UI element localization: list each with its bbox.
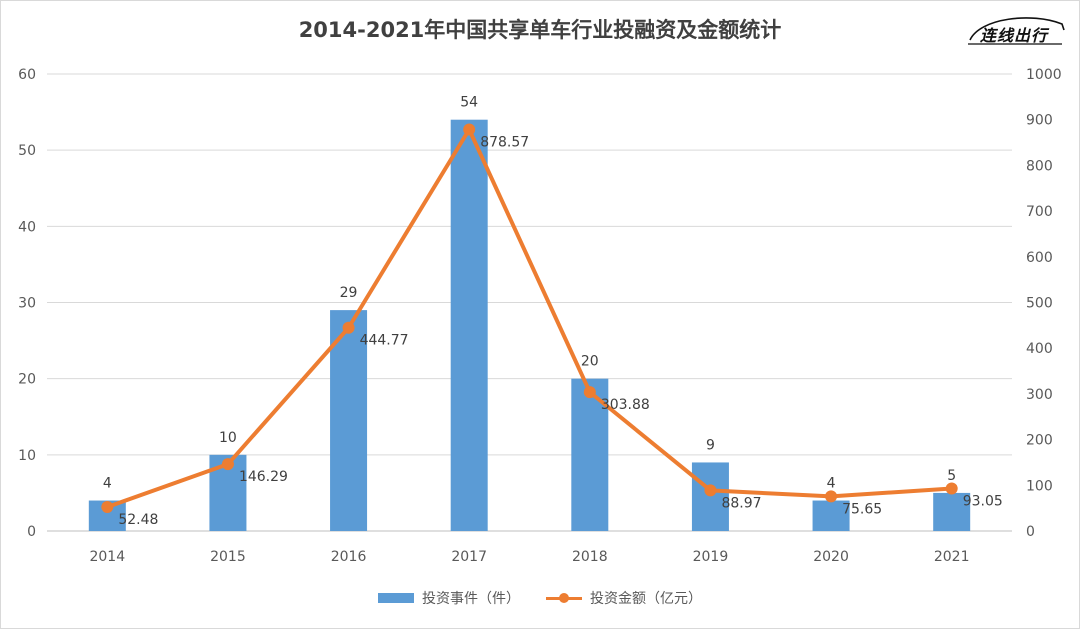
bar-value-label: 10 <box>219 430 237 446</box>
x-tick-label: 2021 <box>934 549 970 565</box>
logo-text: 连线出行 <box>980 26 1049 45</box>
line-value-label: 444.77 <box>360 333 409 349</box>
line-point <box>583 386 596 399</box>
y-right-tick-label: 200 <box>1026 433 1053 449</box>
y-right-tick-label: 800 <box>1026 158 1053 174</box>
x-tick-label: 2017 <box>451 549 487 565</box>
y-right-tick-label: 900 <box>1026 113 1053 129</box>
line-value-label: 93.05 <box>963 493 1003 509</box>
data-labels: 4 10 29 54 20 9 4 5 52.48 146.29 444.77 878.57 303.8… <box>103 95 1003 528</box>
bar <box>933 492 971 531</box>
x-tick-label: 2015 <box>210 549 246 565</box>
car-outline-icon <box>968 17 1065 45</box>
bar-value-label: 4 <box>103 476 112 492</box>
y-left-tick-label: 10 <box>18 448 36 464</box>
legend-label-line: 投资金额（亿元） <box>590 591 702 607</box>
x-tick-label: 2020 <box>813 549 849 565</box>
y-left-tick-label: 40 <box>18 219 36 235</box>
bar <box>812 500 850 531</box>
y-right-tick-label: 0 <box>1026 524 1035 540</box>
bar <box>691 462 729 531</box>
chart-title: 2014-2021年中国共享单车行业投融资及金额统计 <box>298 18 782 42</box>
gridlines <box>47 73 1012 532</box>
line-path <box>106 127 952 509</box>
y-left-tick-label: 30 <box>18 296 36 312</box>
line-point <box>342 321 355 334</box>
bar-value-label: 4 <box>827 476 836 492</box>
legend-label-bar: 投资事件（件） <box>422 591 520 607</box>
y-axis-left: 0 10 20 30 40 50 60 <box>18 67 36 540</box>
brand-logo: 连线出行 <box>962 10 1068 50</box>
y-left-tick-label: 60 <box>18 67 36 83</box>
line-point <box>101 501 114 514</box>
line-point <box>463 123 476 136</box>
legend: 投资事件（件） 投资金额（亿元） <box>0 588 1080 608</box>
legend-swatch-line <box>546 593 582 603</box>
x-axis: 2014 2015 2016 2017 2018 2019 2020 2021 <box>89 549 969 565</box>
legend-item-line: 投资金额（亿元） <box>546 588 702 608</box>
y-right-tick-label: 600 <box>1026 250 1053 266</box>
bar-value-label: 5 <box>947 468 956 484</box>
legend-swatch-bar <box>378 593 414 603</box>
line-point <box>221 458 234 471</box>
line-value-label: 75.65 <box>842 501 882 517</box>
bar-value-label: 9 <box>706 437 715 453</box>
x-tick-label: 2016 <box>331 549 367 565</box>
line-value-label: 303.88 <box>601 397 650 413</box>
line-point <box>945 482 958 495</box>
x-tick-label: 2014 <box>89 549 125 565</box>
line-series <box>101 123 958 514</box>
y-left-tick-label: 20 <box>18 372 36 388</box>
line-value-label: 146.29 <box>239 469 288 485</box>
y-axis-right: 0 100 200 300 400 500 600 700 800 900 1000 <box>1026 67 1062 540</box>
y-right-tick-label: 1000 <box>1026 67 1062 83</box>
bar-value-label: 20 <box>581 354 599 370</box>
y-right-tick-label: 400 <box>1026 341 1053 357</box>
x-tick-label: 2019 <box>693 549 729 565</box>
line-value-label: 878.57 <box>480 134 529 150</box>
y-left-tick-label: 0 <box>27 524 36 540</box>
bar <box>450 119 488 531</box>
y-right-tick-label: 500 <box>1026 296 1053 312</box>
bar-value-label: 54 <box>460 95 478 111</box>
line-value-label: 52.48 <box>118 512 158 528</box>
bar-value-label: 29 <box>340 285 358 301</box>
legend-item-bar: 投资事件（件） <box>378 588 520 608</box>
line-point <box>704 484 717 497</box>
line-value-label: 88.97 <box>721 495 761 511</box>
bar <box>330 310 368 531</box>
y-right-tick-label: 300 <box>1026 387 1053 403</box>
bar-series <box>88 119 971 531</box>
line-point <box>825 490 838 503</box>
y-right-tick-label: 100 <box>1026 478 1053 494</box>
y-left-tick-label: 50 <box>18 143 36 159</box>
y-right-tick-label: 700 <box>1026 204 1053 220</box>
x-tick-label: 2018 <box>572 549 608 565</box>
